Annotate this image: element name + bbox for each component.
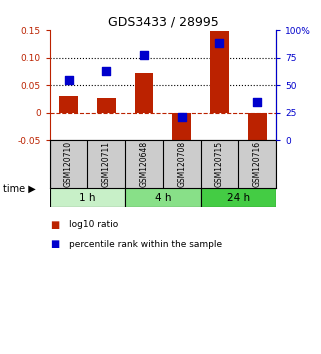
Text: 4 h: 4 h — [155, 193, 171, 203]
Bar — [134, 73, 153, 113]
Point — [217, 40, 222, 46]
Text: time ▶: time ▶ — [3, 184, 36, 194]
Point — [179, 114, 184, 120]
Text: ■: ■ — [50, 220, 59, 230]
Bar — [125, 188, 201, 207]
Text: GSM120708: GSM120708 — [177, 141, 186, 187]
Text: GSM120716: GSM120716 — [253, 141, 262, 187]
Text: 1 h: 1 h — [79, 193, 96, 203]
Point — [104, 68, 109, 74]
Bar — [248, 113, 267, 141]
Text: GSM120710: GSM120710 — [64, 141, 73, 187]
Point — [255, 99, 260, 104]
Text: GSM120715: GSM120715 — [215, 141, 224, 187]
Title: GDS3433 / 28995: GDS3433 / 28995 — [108, 16, 218, 29]
Text: GSM120711: GSM120711 — [102, 141, 111, 187]
Text: log10 ratio: log10 ratio — [69, 220, 118, 229]
Text: 24 h: 24 h — [227, 193, 250, 203]
Point — [142, 52, 147, 58]
Bar — [59, 96, 78, 113]
Bar — [97, 98, 116, 113]
Text: ■: ■ — [50, 239, 59, 249]
Text: GSM120648: GSM120648 — [140, 141, 149, 187]
Text: percentile rank within the sample: percentile rank within the sample — [69, 240, 222, 249]
Bar — [50, 188, 125, 207]
Bar — [172, 113, 191, 148]
Bar — [201, 188, 276, 207]
Bar — [210, 31, 229, 113]
Point — [66, 77, 71, 82]
